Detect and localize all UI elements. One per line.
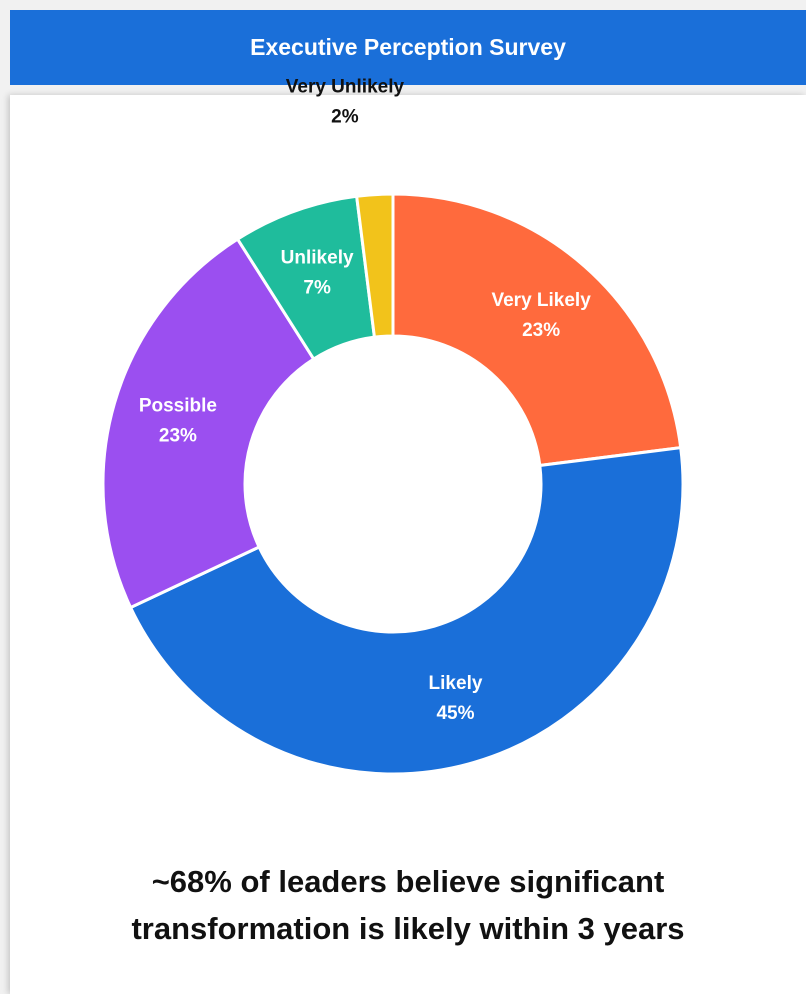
label-very-unlikely: Very Unlikely: [286, 77, 405, 98]
caption-line-1: ~68% of leaders believe significant: [151, 864, 665, 899]
slice-likely: [128, 445, 685, 776]
slice-very-likely: [391, 192, 683, 468]
value-likely: 45%: [436, 703, 474, 724]
label-possible: Possible: [139, 396, 217, 417]
label-very-likely: Very Likely: [491, 290, 591, 311]
value-possible: 23%: [159, 426, 197, 447]
chart-caption: ~68% of leaders believe significant tran…: [10, 858, 806, 952]
value-unlikely: 7%: [303, 277, 331, 298]
donut-labels: Very Likely 23% Likely 45% Possible 23% Unlike…: [139, 77, 591, 724]
slice-possible: [101, 237, 316, 610]
label-unlikely: Unlikely: [281, 247, 354, 268]
value-very-unlikely: 2%: [331, 107, 359, 128]
label-likely: Likely: [429, 673, 483, 694]
caption-line-2: transformation is likely within 3 years: [131, 911, 685, 946]
value-very-likely: 23%: [522, 320, 560, 341]
donut-slices: [101, 192, 685, 776]
chart-title: Executive Perception Survey: [250, 34, 566, 60]
chart-header: Executive Perception Survey: [10, 10, 806, 85]
slice-very-unlikely: [354, 192, 395, 339]
